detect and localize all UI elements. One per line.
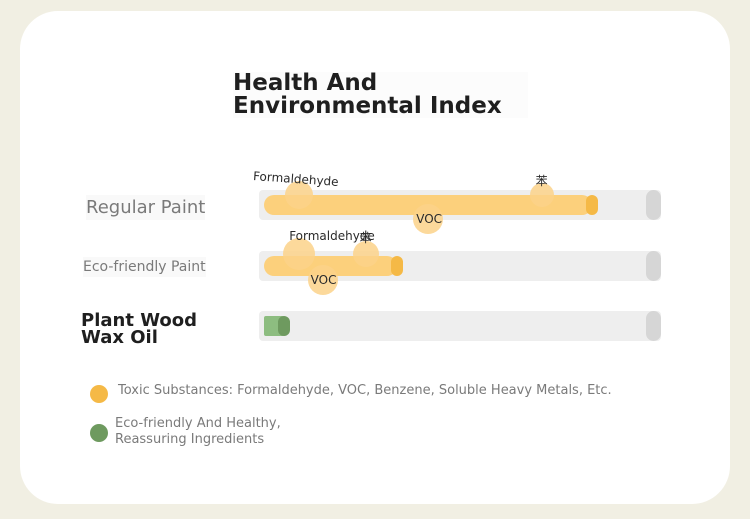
- marker-bubble-regular-paint-formaldehyde: [285, 181, 314, 209]
- legend-label-toxic: Toxic Substances: Formaldehyde, VOC, Ben…: [118, 383, 612, 398]
- marker-label-eco-friendly-paint-benzene: 苯: [359, 231, 372, 245]
- track-end-regular-paint: [646, 190, 661, 220]
- category-label-regular-paint: Regular Paint: [86, 195, 206, 220]
- marker-bubble-eco-friendly-paint-voc: [307, 265, 338, 295]
- marker-label-regular-paint-benzene: 苯: [535, 174, 548, 188]
- marker-bubble-eco-friendly-paint-benzene: [352, 241, 379, 267]
- track-end-eco-friendly-paint: [646, 251, 661, 281]
- bar-end-eco-friendly-paint: [390, 256, 403, 276]
- legend-dot-eco: [90, 424, 108, 442]
- marker-bubble-regular-paint-voc: [413, 204, 444, 234]
- legend-label-eco: Eco-friendly And Healthy, Reassuring Ing…: [115, 416, 281, 447]
- chart-title: Health And Environmental Index: [233, 72, 528, 118]
- marker-label-regular-paint-voc: VOC: [416, 212, 443, 226]
- category-label-plant-wood-wax-oil: Plant Wood Wax Oil: [81, 310, 198, 348]
- legend-dot-toxic: [90, 385, 108, 403]
- bar-end-regular-paint: [586, 195, 599, 215]
- track-end-plant-wood-wax-oil: [646, 311, 661, 341]
- marker-label-eco-friendly-paint-voc: VOC: [310, 273, 337, 287]
- category-label-eco-friendly-paint: Eco-friendly Paint: [83, 257, 206, 277]
- marker-label-eco-friendly-paint-formaldehyde: Formaldehyde: [289, 229, 375, 243]
- track-plant-wood-wax-oil: [259, 311, 661, 341]
- marker-bubble-eco-friendly-paint-formaldehyde: [283, 238, 316, 270]
- bar-end-plant-wood-wax-oil: [278, 316, 290, 336]
- marker-bubble-regular-paint-benzene: [529, 183, 554, 207]
